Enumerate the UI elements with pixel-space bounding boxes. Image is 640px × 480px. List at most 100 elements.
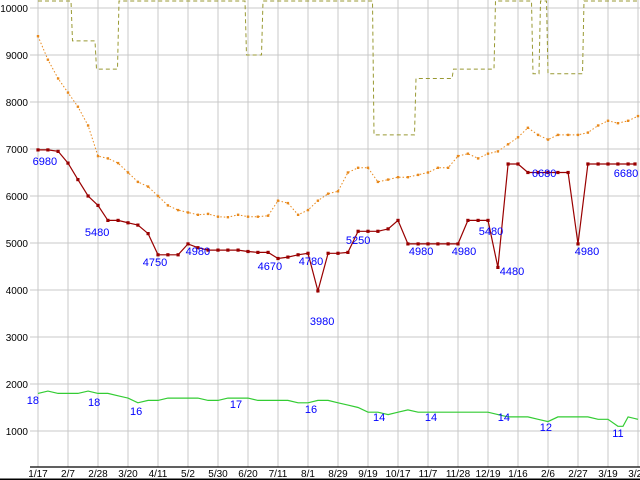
price-value-label: 3980 — [310, 316, 334, 328]
lowest-price-marker — [246, 249, 250, 254]
lowest-price-marker — [526, 170, 530, 175]
store-count-label: 18 — [27, 395, 39, 407]
series-lowest-price-markers — [36, 148, 637, 293]
average-price-marker — [336, 190, 340, 193]
average-price-marker — [196, 213, 200, 216]
lowest-price-marker — [366, 229, 370, 233]
price-value-label: 4750 — [143, 257, 167, 269]
lowest-price-marker — [46, 148, 50, 152]
lowest-price-marker — [576, 242, 580, 246]
lowest-price-marker — [506, 162, 510, 166]
x-axis-label: 2/6 — [541, 469, 555, 480]
average-price-marker — [226, 216, 230, 219]
x-axis-label: 9/19 — [358, 469, 378, 480]
lowest-price-marker — [156, 253, 160, 257]
average-price-marker — [626, 119, 630, 122]
lowest-price-marker — [516, 162, 520, 166]
average-price-marker — [586, 131, 590, 134]
lowest-price-marker — [336, 251, 340, 255]
y-axis-label: 8000 — [6, 98, 29, 109]
lowest-price-marker — [56, 149, 60, 153]
lowest-price-marker — [196, 246, 200, 250]
average-price-marker — [116, 161, 120, 165]
lowest-price-marker — [376, 229, 380, 233]
average-price-marker — [616, 122, 620, 125]
average-price-marker — [236, 213, 240, 216]
average-price-marker — [46, 58, 50, 61]
lowest-price-marker — [546, 170, 550, 175]
lowest-price-marker — [586, 162, 590, 166]
lowest-price-marker — [626, 162, 630, 166]
price-value-label: 5480 — [85, 227, 109, 239]
lowest-price-marker — [306, 251, 310, 255]
average-price-marker — [36, 35, 40, 38]
average-price-marker — [106, 157, 110, 160]
price-value-label: 4670 — [258, 261, 282, 273]
price-value-label: 6980 — [33, 156, 57, 168]
store-count-label: 16 — [305, 404, 317, 416]
lowest-price-marker — [66, 161, 70, 165]
average-price-marker — [286, 201, 290, 205]
store-count-label: 14 — [373, 412, 385, 424]
average-price-marker — [66, 91, 70, 94]
bottom-border — [0, 478, 640, 480]
average-price-marker — [526, 126, 530, 129]
lowest-price-marker — [446, 242, 450, 246]
average-price-marker — [466, 152, 470, 155]
lowest-price-marker — [616, 162, 620, 166]
average-price-marker — [316, 199, 320, 202]
x-axis-label: 3/19 — [598, 469, 618, 480]
average-price-marker — [136, 180, 140, 184]
x-axis-label: 3/27 — [628, 469, 640, 480]
lowest-price-marker — [356, 229, 360, 233]
y-axis-label: 4000 — [6, 286, 29, 297]
x-axis-label: 8/1 — [301, 469, 315, 480]
lowest-price-marker — [266, 250, 270, 254]
store-count-label: 16 — [130, 406, 142, 418]
price-value-label: 5250 — [346, 235, 370, 247]
lowest-price-marker — [256, 250, 260, 254]
average-price-marker — [456, 154, 460, 158]
lowest-price-marker — [466, 218, 470, 222]
lowest-price-marker — [216, 248, 220, 252]
price-value-label: 6680 — [614, 168, 638, 180]
average-price-marker — [96, 154, 100, 158]
store-count-label: 14 — [498, 412, 510, 424]
lowest-price-marker — [566, 170, 570, 175]
price-value-label: 4980 — [409, 246, 433, 258]
y-axis-label: 9000 — [6, 51, 29, 62]
price-value-label: 5480 — [479, 226, 503, 238]
average-price-marker — [416, 173, 420, 177]
store-count-label: 17 — [230, 399, 242, 411]
x-axis-label: 11/7 — [419, 469, 438, 480]
lowest-price-marker — [496, 265, 500, 269]
x-axis-label: 3/20 — [118, 469, 138, 480]
y-axis-label: 7000 — [6, 145, 29, 156]
price-value-label: 6680 — [532, 168, 556, 180]
lowest-price-marker — [226, 248, 230, 252]
lowest-price-marker — [116, 218, 120, 222]
average-price-marker — [246, 215, 250, 218]
lowest-price-marker — [96, 203, 100, 207]
price-value-label: 4480 — [500, 266, 524, 278]
lowest-price-marker — [86, 194, 90, 198]
average-price-marker — [406, 176, 410, 179]
lowest-price-marker — [426, 242, 430, 246]
lowest-price-marker — [396, 218, 400, 222]
average-price-marker — [596, 124, 600, 127]
average-price-marker — [186, 211, 190, 214]
x-axis-label: 12/19 — [475, 469, 500, 480]
price-value-label: 4780 — [299, 256, 323, 268]
lowest-price-marker — [146, 232, 150, 236]
x-axis-label: 4/11 — [149, 469, 168, 480]
lowest-price-marker — [436, 242, 440, 246]
average-price-marker — [176, 208, 180, 212]
store-count-label: 12 — [540, 422, 552, 434]
average-price-marker — [546, 138, 550, 141]
average-price-marker — [536, 133, 540, 137]
lowest-price-marker — [36, 148, 40, 152]
lowest-price-marker — [556, 170, 560, 175]
x-axis-label: 5/2 — [181, 469, 195, 480]
store-count-label: 11 — [612, 428, 623, 440]
